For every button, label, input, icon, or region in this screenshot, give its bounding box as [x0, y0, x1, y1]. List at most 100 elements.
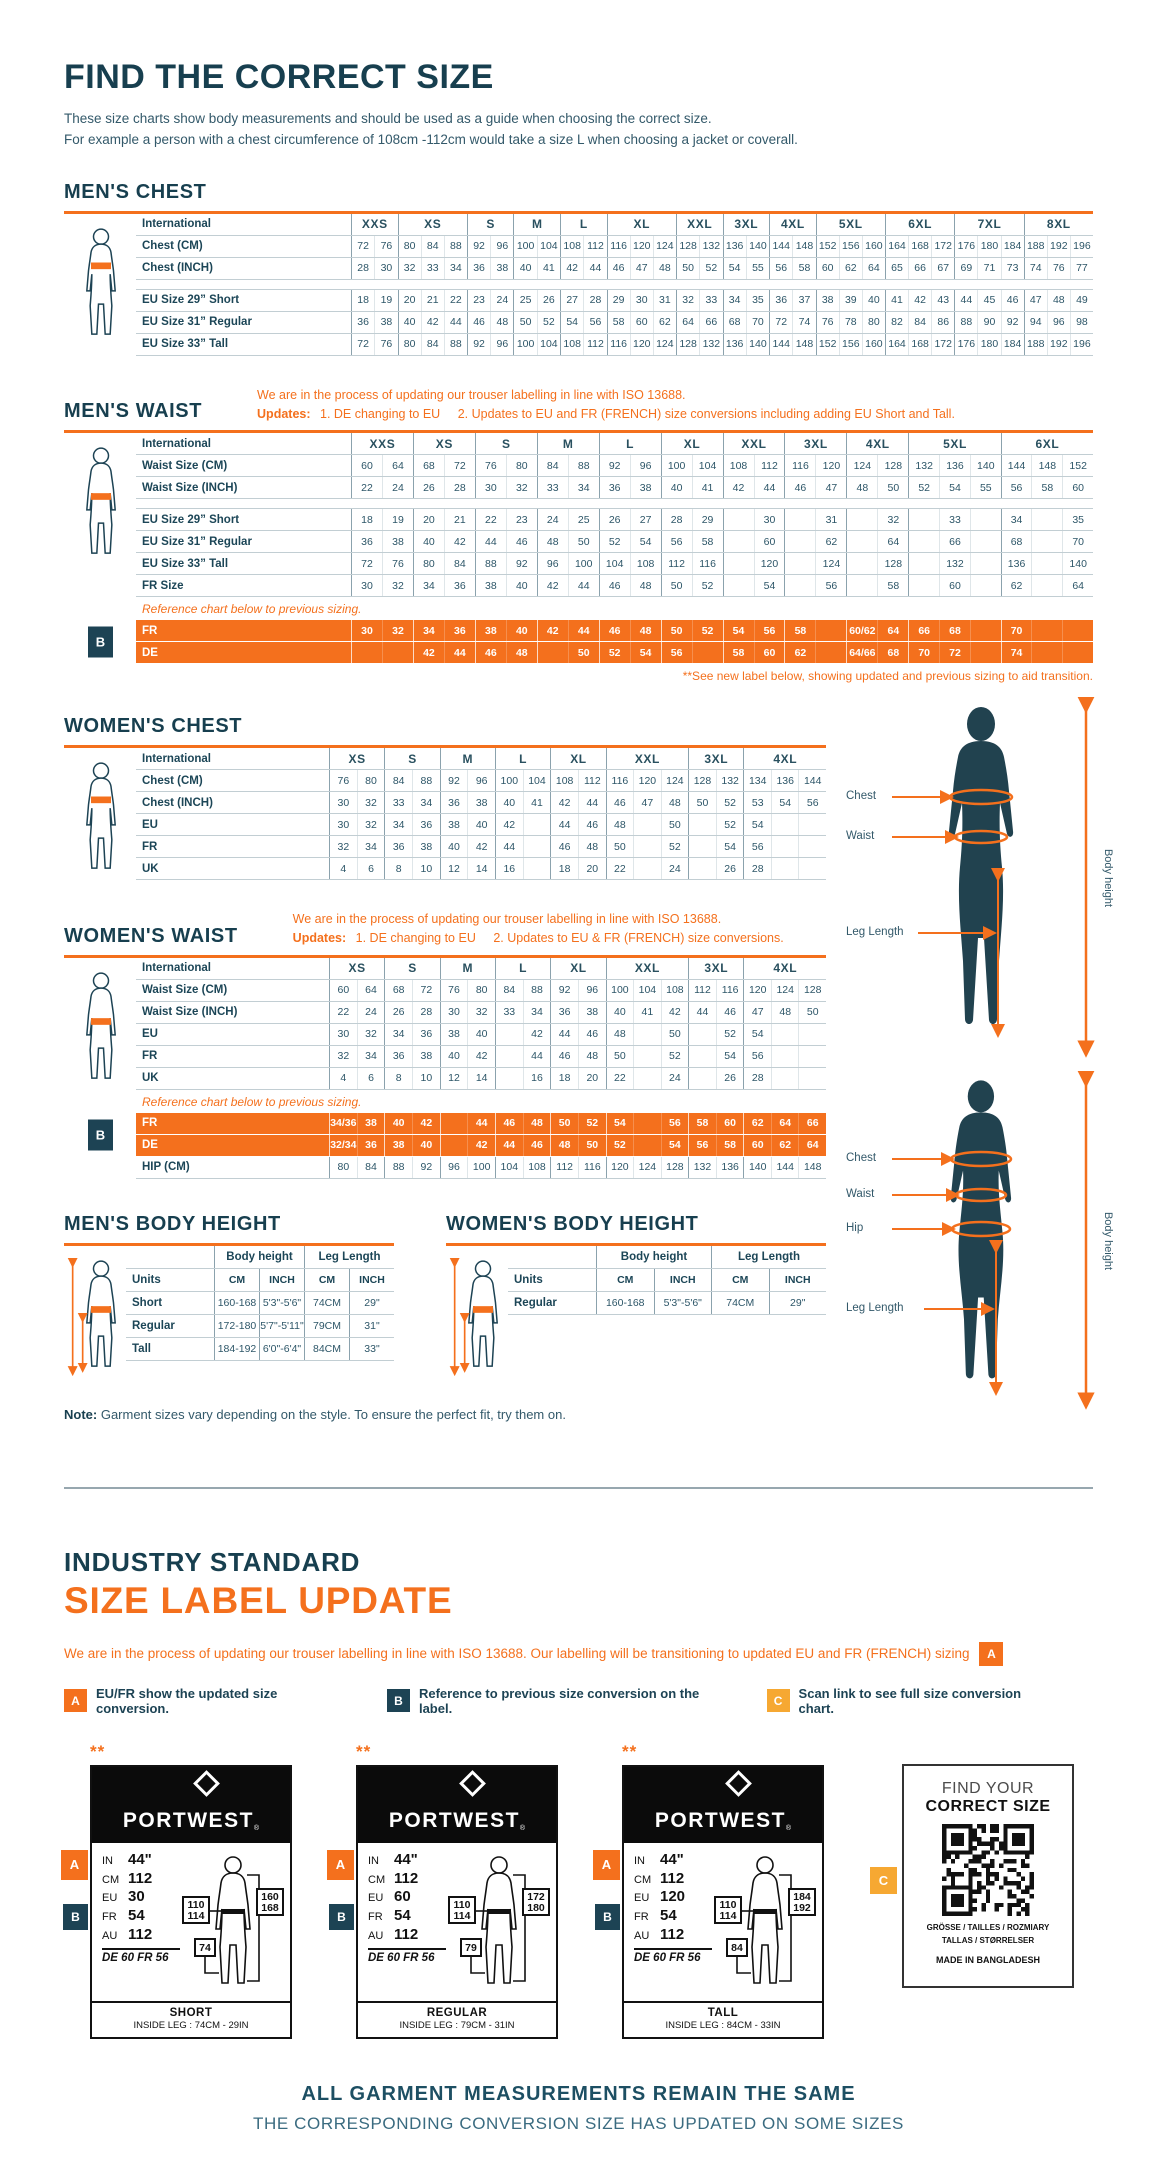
- size-value: 36: [775, 294, 788, 307]
- size-column: 25 26: [513, 289, 560, 311]
- size-column: 48 50: [605, 1023, 689, 1045]
- size-value: 136: [770, 770, 799, 792]
- size-column: 46 48: [494, 1112, 550, 1134]
- size-column: 72 76: [351, 235, 398, 257]
- size-column: 48 50: [846, 477, 908, 499]
- size-value: 98: [1069, 311, 1093, 333]
- size-column: 128 132: [675, 333, 723, 355]
- inside-leg: INSIDE LEG : 74CM - 29IN: [133, 2019, 249, 2031]
- size-value: 54: [770, 792, 799, 814]
- size-value: 96: [490, 235, 513, 257]
- size-col-header: 5XL: [908, 433, 1000, 455]
- size-column: 56 58: [769, 257, 816, 279]
- size-value: [724, 509, 754, 530]
- size-value: 5'7"-5'11": [259, 1314, 304, 1337]
- size-value: [847, 553, 877, 574]
- size-value: 26: [536, 289, 560, 311]
- size-value: 55: [969, 477, 1001, 499]
- size-column: 116 120 124: [606, 333, 676, 355]
- size-column: 88 92: [474, 553, 537, 575]
- size-value: 62: [751, 1117, 764, 1130]
- size-column: 92 96: [466, 333, 514, 355]
- size-value: 124: [853, 459, 872, 472]
- size-column: 40 42: [439, 1045, 495, 1067]
- table-row: Waist Size (INCH) 22 24 26 28 30 32 33 34 36 38 40 4…: [136, 1001, 826, 1024]
- size-value: 34: [392, 1028, 405, 1041]
- size-column: 92 96: [439, 770, 495, 792]
- size-value: [798, 814, 826, 836]
- size-column: 124: [784, 553, 846, 575]
- row-label: FR: [142, 840, 158, 853]
- size-value: 128: [679, 240, 697, 253]
- row-label: DE: [142, 1139, 158, 1152]
- svg-text:168: 168: [261, 1902, 279, 1914]
- size-value: 33: [546, 481, 559, 494]
- size-column: 41 42 43: [884, 289, 954, 311]
- size-value: 58: [1031, 477, 1062, 499]
- size-column: 80 84: [329, 1156, 385, 1178]
- size-column: 46 48: [474, 642, 537, 664]
- size-value: 36: [448, 796, 460, 809]
- row-label: International: [142, 218, 212, 231]
- mens-waist-header: MEN'S WAIST We are in the process of upd…: [64, 386, 1093, 424]
- size-value: [1031, 509, 1062, 531]
- unit-header: INCH: [653, 1268, 712, 1291]
- table-row: UK 4 6 8 10 12 14 16 18 20 22 24 26 28: [136, 1067, 826, 1090]
- size-column: 28 30: [351, 257, 398, 279]
- size-value: 66: [798, 1112, 826, 1134]
- size-value-row: CM 112: [368, 1870, 446, 1889]
- size-value: 22: [614, 1072, 626, 1085]
- size-value: 48: [629, 575, 661, 597]
- size-value: 54: [939, 477, 970, 499]
- size-value: 104: [536, 333, 560, 355]
- size-column: 26: [688, 1067, 743, 1089]
- legend-item: C Scan link to see full size conversion c…: [766, 1686, 1047, 1716]
- size-col-header: XS: [329, 957, 384, 979]
- size-value: 8: [395, 862, 402, 875]
- size-value: 38: [356, 1112, 385, 1134]
- size-col-header: L: [494, 957, 550, 979]
- size-value: 54: [394, 1907, 411, 1925]
- size-value: 70: [1062, 531, 1093, 553]
- size-value: 10: [412, 858, 440, 880]
- garment-note: Note: Garment sizes vary depending on th…: [64, 1406, 566, 1422]
- size-value: 20: [577, 858, 606, 880]
- size-column: 42 44: [560, 257, 607, 279]
- size-column: 32 33 34: [397, 257, 467, 279]
- size-column: 50 52: [550, 1112, 605, 1134]
- size-value: 65: [891, 262, 903, 275]
- size-column: 120 124 128: [743, 979, 826, 1001]
- size-column: 62 64: [1000, 575, 1093, 597]
- legend-text: EU/FR show the updated size conversion.: [96, 1685, 278, 1716]
- size-column: 18 20: [550, 1067, 605, 1089]
- size-value: 32: [877, 509, 908, 531]
- size-column: 44 46: [550, 814, 605, 836]
- size-value: 84: [356, 1156, 385, 1178]
- size-column: 128 132: [675, 235, 723, 257]
- size-value: 132: [693, 1161, 712, 1174]
- size-value: 18: [361, 513, 373, 526]
- industry-heading-1: INDUSTRY STANDARD: [64, 1546, 361, 1577]
- size-column: 50 52: [660, 620, 723, 642]
- size-value: 140: [745, 235, 769, 257]
- footnote-stars: **: [356, 1741, 372, 1761]
- size-column: 88 92: [384, 1156, 439, 1178]
- size-value: 32: [682, 294, 694, 307]
- size-value: 30: [128, 1888, 145, 1906]
- size-value: 124: [815, 553, 846, 575]
- size-column: 60/62 64: [846, 620, 908, 642]
- size-column: 30: [722, 509, 785, 531]
- size-column: 26 28: [384, 1001, 439, 1023]
- size-column: 64 66: [675, 311, 723, 333]
- size-value: 40: [503, 796, 516, 809]
- size-value: 54: [751, 1028, 764, 1041]
- size-value: 64: [877, 620, 908, 642]
- size-value: 67: [931, 257, 954, 279]
- leg-length-label: Leg Length: [846, 926, 904, 939]
- size-value: 36: [443, 575, 475, 597]
- size-value-row: EU 60: [368, 1888, 446, 1907]
- size-column: 128: [846, 553, 908, 575]
- size-value: 33: [939, 509, 970, 531]
- table-row: EU Size 33” Tall 72 76 80 84 88 92 96 100 104 108 1…: [136, 333, 1093, 356]
- size-system-label: CM: [634, 1873, 652, 1886]
